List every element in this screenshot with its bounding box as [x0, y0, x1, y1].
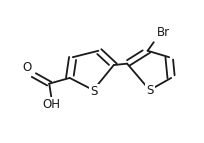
Text: O: O: [22, 61, 32, 74]
Text: Br: Br: [156, 26, 169, 39]
Text: OH: OH: [42, 98, 60, 111]
Text: S: S: [90, 85, 98, 98]
Text: S: S: [145, 84, 153, 97]
